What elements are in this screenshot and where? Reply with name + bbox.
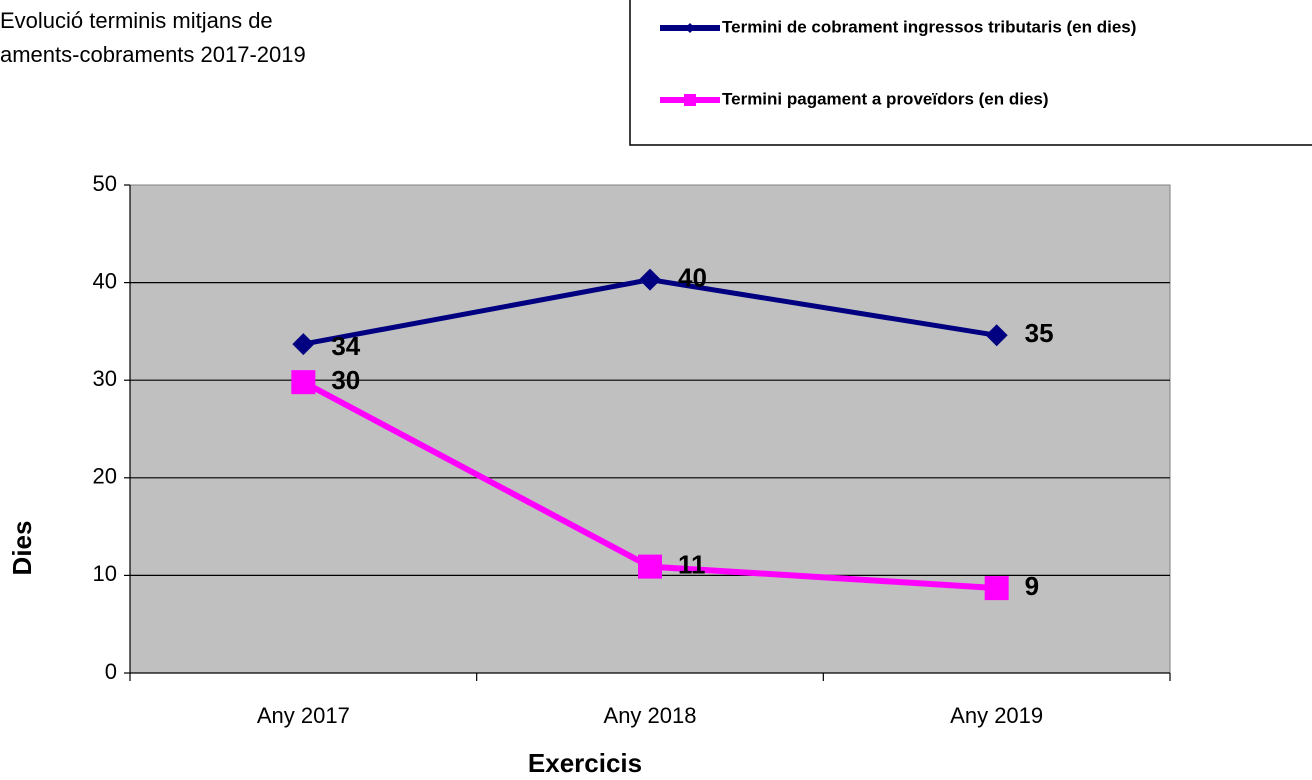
- data-point: [291, 370, 316, 395]
- legend-marker: [684, 94, 696, 106]
- y-tick-label: 30: [93, 366, 117, 391]
- x-tick-label: Any 2019: [950, 703, 1043, 728]
- chart-title: aments-cobraments 2017-2019: [0, 42, 306, 67]
- data-point: [638, 554, 662, 579]
- data-label: 11: [678, 549, 706, 579]
- data-label: 34: [331, 331, 360, 361]
- y-tick-label: 40: [93, 268, 117, 293]
- plot-area: [129, 184, 1171, 674]
- data-label: 9: [1025, 571, 1039, 601]
- y-tick-label: 50: [93, 171, 117, 196]
- data-point: [984, 576, 1009, 601]
- data-point: [292, 333, 315, 356]
- data-point: [639, 268, 661, 291]
- data-label: 35: [1025, 318, 1054, 348]
- legend-label: Termini pagament a proveïdors (en dies): [722, 89, 1049, 108]
- chart-title: Evolució terminis mitjans de: [0, 8, 273, 33]
- y-tick-label: 10: [93, 561, 117, 586]
- x-tick-label: Any 2017: [257, 703, 350, 728]
- y-tick-label: 20: [93, 464, 117, 489]
- data-point: [985, 324, 1008, 347]
- x-tick-label: Any 2018: [604, 703, 697, 728]
- y-tick-label: 0: [105, 659, 117, 684]
- legend-label: Termini de cobrament ingressos tributari…: [722, 17, 1136, 36]
- data-label: 30: [331, 365, 360, 395]
- data-label: 40: [678, 263, 707, 293]
- x-axis-label: Exercicis: [528, 748, 642, 778]
- legend-marker: [685, 23, 695, 33]
- y-axis-label: Dies: [7, 521, 37, 576]
- legend-box: [629, 0, 1312, 146]
